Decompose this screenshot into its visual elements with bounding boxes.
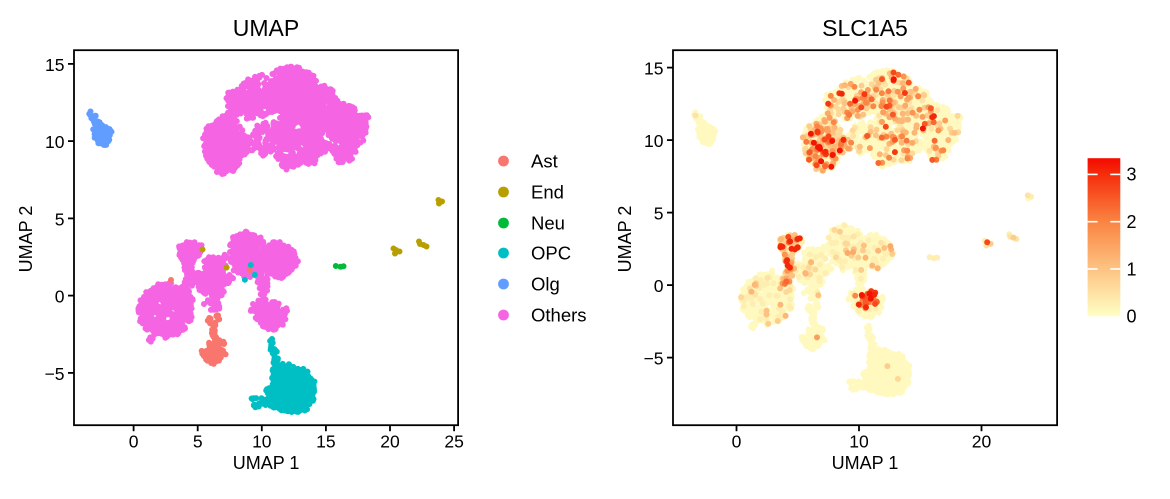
svg-text:5: 5 bbox=[654, 204, 664, 224]
svg-text:UMAP 1: UMAP 1 bbox=[233, 453, 300, 473]
svg-text:UMAP 1: UMAP 1 bbox=[832, 453, 899, 473]
svg-text:3: 3 bbox=[1127, 165, 1137, 185]
svg-text:15: 15 bbox=[644, 59, 663, 79]
svg-text:Others: Others bbox=[531, 304, 587, 325]
svg-text:0: 0 bbox=[654, 276, 664, 296]
svg-text:UMAP: UMAP bbox=[233, 15, 299, 41]
svg-text:2: 2 bbox=[1127, 212, 1137, 232]
svg-text:Ast: Ast bbox=[531, 150, 558, 171]
svg-text:−5: −5 bbox=[644, 349, 664, 369]
svg-text:0: 0 bbox=[55, 287, 65, 307]
svg-text:1: 1 bbox=[1127, 259, 1137, 279]
svg-text:20: 20 bbox=[972, 432, 992, 452]
svg-text:Neu: Neu bbox=[531, 212, 565, 233]
svg-text:5: 5 bbox=[193, 432, 203, 452]
svg-text:Olg: Olg bbox=[531, 273, 560, 294]
svg-text:10: 10 bbox=[849, 432, 869, 452]
svg-text:10: 10 bbox=[252, 432, 272, 452]
svg-text:0: 0 bbox=[732, 432, 742, 452]
svg-text:25: 25 bbox=[444, 432, 463, 452]
svg-text:0: 0 bbox=[1127, 307, 1137, 327]
svg-text:SLC1A5: SLC1A5 bbox=[822, 15, 908, 41]
svg-text:15: 15 bbox=[316, 432, 335, 452]
svg-text:10: 10 bbox=[45, 132, 65, 152]
svg-text:End: End bbox=[531, 181, 564, 202]
svg-text:5: 5 bbox=[55, 209, 65, 229]
svg-text:15: 15 bbox=[45, 55, 64, 75]
svg-text:0: 0 bbox=[129, 432, 139, 452]
svg-text:10: 10 bbox=[644, 131, 664, 151]
svg-text:OPC: OPC bbox=[531, 242, 571, 263]
svg-text:20: 20 bbox=[380, 432, 400, 452]
svg-text:−5: −5 bbox=[45, 364, 65, 384]
svg-text:UMAP 2: UMAP 2 bbox=[615, 206, 635, 273]
svg-text:UMAP 2: UMAP 2 bbox=[16, 206, 36, 273]
